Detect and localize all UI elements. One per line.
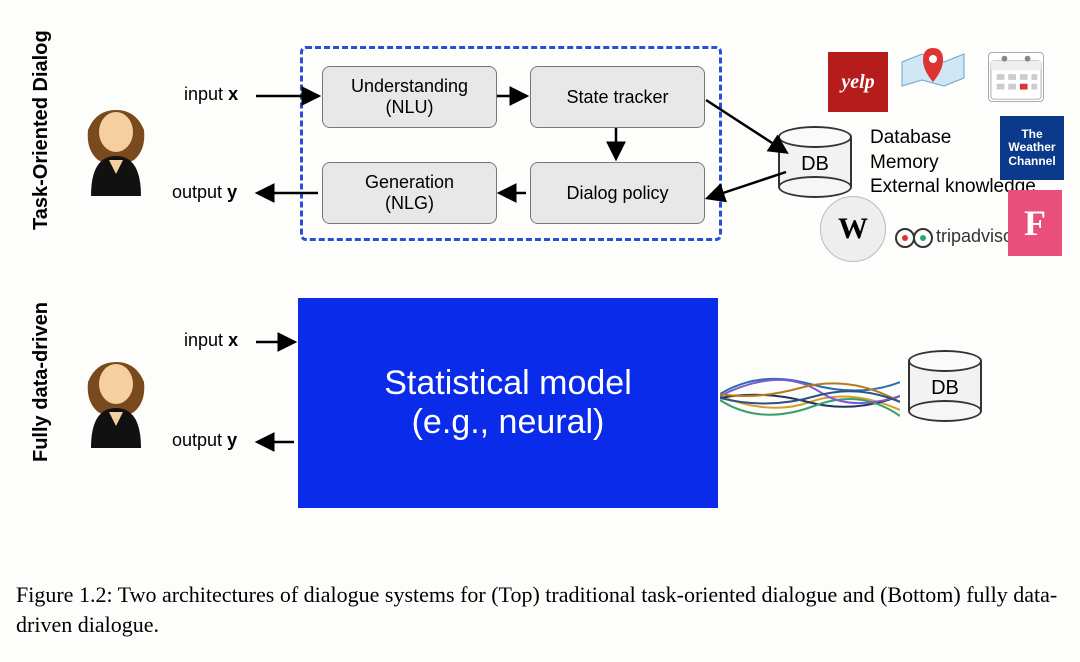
module-nlu: Understanding (NLU): [322, 66, 497, 128]
statistical-model-box: Statistical model (e.g., neural): [298, 298, 718, 508]
logo-weather: The Weather Channel: [1000, 116, 1064, 180]
logo-yelp: yelp: [828, 52, 888, 112]
section-label-bottom: Fully data-driven: [30, 302, 53, 462]
input-var: x: [228, 84, 238, 104]
input-word: input: [184, 84, 223, 104]
logo-wikipedia: W: [820, 196, 886, 262]
module-nlu-l2: (NLU): [351, 97, 468, 118]
top-output-label: output y: [172, 182, 237, 203]
bluebox-l2: (e.g., neural): [412, 403, 605, 442]
wires-bundle: [720, 366, 900, 426]
logo-calendar: [988, 52, 1044, 102]
db-bottom-label: DB: [931, 377, 959, 400]
bluebox-l1: Statistical model: [384, 364, 632, 403]
top-input-label: input x: [184, 84, 238, 105]
figure-canvas: Task-Oriented Dialog Fully data-driven i…: [0, 0, 1080, 662]
caption-prefix: Figure 1.2:: [16, 582, 113, 607]
logo-foursquare: F: [1008, 190, 1062, 256]
output-var: y: [227, 182, 237, 202]
db-bottom: DB: [908, 350, 982, 422]
db-top: DB: [778, 126, 852, 198]
module-nlg-l2: (NLG): [365, 193, 454, 214]
db-top-label: DB: [801, 153, 829, 176]
user-avatar-top: [76, 88, 156, 198]
bottom-input-label: input x: [184, 330, 238, 351]
module-policy: Dialog policy: [530, 162, 705, 224]
bottom-output-label: output y: [172, 430, 237, 451]
module-state: State tracker: [530, 66, 705, 128]
module-nlg-l1: Generation: [365, 172, 454, 193]
module-state-l1: State tracker: [566, 87, 668, 108]
caption-body: Two architectures of dialogue systems fo…: [16, 582, 1057, 637]
output-word: output: [172, 182, 222, 202]
module-nlu-l1: Understanding: [351, 76, 468, 97]
logo-map: [898, 44, 968, 94]
user-avatar-bottom: [76, 340, 156, 450]
module-policy-l1: Dialog policy: [566, 183, 668, 204]
section-label-top: Task-Oriented Dialog: [30, 30, 53, 230]
figure-caption: Figure 1.2: Two architectures of dialogu…: [16, 580, 1064, 639]
module-nlg: Generation (NLG): [322, 162, 497, 224]
